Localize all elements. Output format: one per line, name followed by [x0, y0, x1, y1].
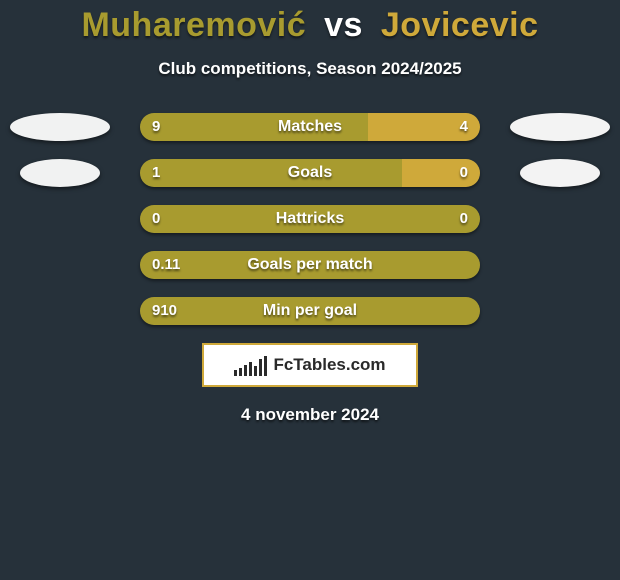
- stat-bar-left: [140, 159, 402, 187]
- subtitle: Club competitions, Season 2024/2025: [0, 59, 620, 79]
- stat-bar-track: [140, 205, 480, 233]
- logo-box: FcTables.com: [202, 343, 418, 387]
- title-vs: vs: [324, 6, 363, 44]
- title-player2: Jovicevic: [381, 6, 539, 44]
- stat-bar-left: [140, 297, 480, 325]
- title-player1: Muharemović: [81, 6, 306, 44]
- stat-bar-right: [368, 113, 480, 141]
- marker-left: [10, 113, 110, 141]
- stat-bar-left: [140, 113, 368, 141]
- comparison-chart: Matches94 Goals10 Hattricks00 Goals per mat…: [0, 113, 620, 325]
- stat-row: Matches94: [0, 113, 620, 141]
- page-title: Muharemović vs Jovicevic: [0, 6, 620, 45]
- logo-bars-icon: [234, 354, 267, 376]
- stat-row: Min per goal910: [0, 297, 620, 325]
- comparison-infographic: Muharemović vs Jovicevic Club competitio…: [0, 0, 620, 580]
- stat-bar-left: [140, 205, 480, 233]
- marker-right: [520, 159, 600, 187]
- stat-row: Hattricks00: [0, 205, 620, 233]
- stat-row: Goals10: [0, 159, 620, 187]
- date-label: 4 november 2024: [0, 405, 620, 425]
- stat-bar-right: [402, 159, 480, 187]
- stat-bar-track: [140, 159, 480, 187]
- stat-bar-track: [140, 113, 480, 141]
- logo-text: FcTables.com: [273, 355, 385, 375]
- stat-bar-track: [140, 297, 480, 325]
- marker-right: [510, 113, 610, 141]
- marker-left: [20, 159, 100, 187]
- stat-row: Goals per match0.11: [0, 251, 620, 279]
- stat-bar-left: [140, 251, 480, 279]
- stat-bar-track: [140, 251, 480, 279]
